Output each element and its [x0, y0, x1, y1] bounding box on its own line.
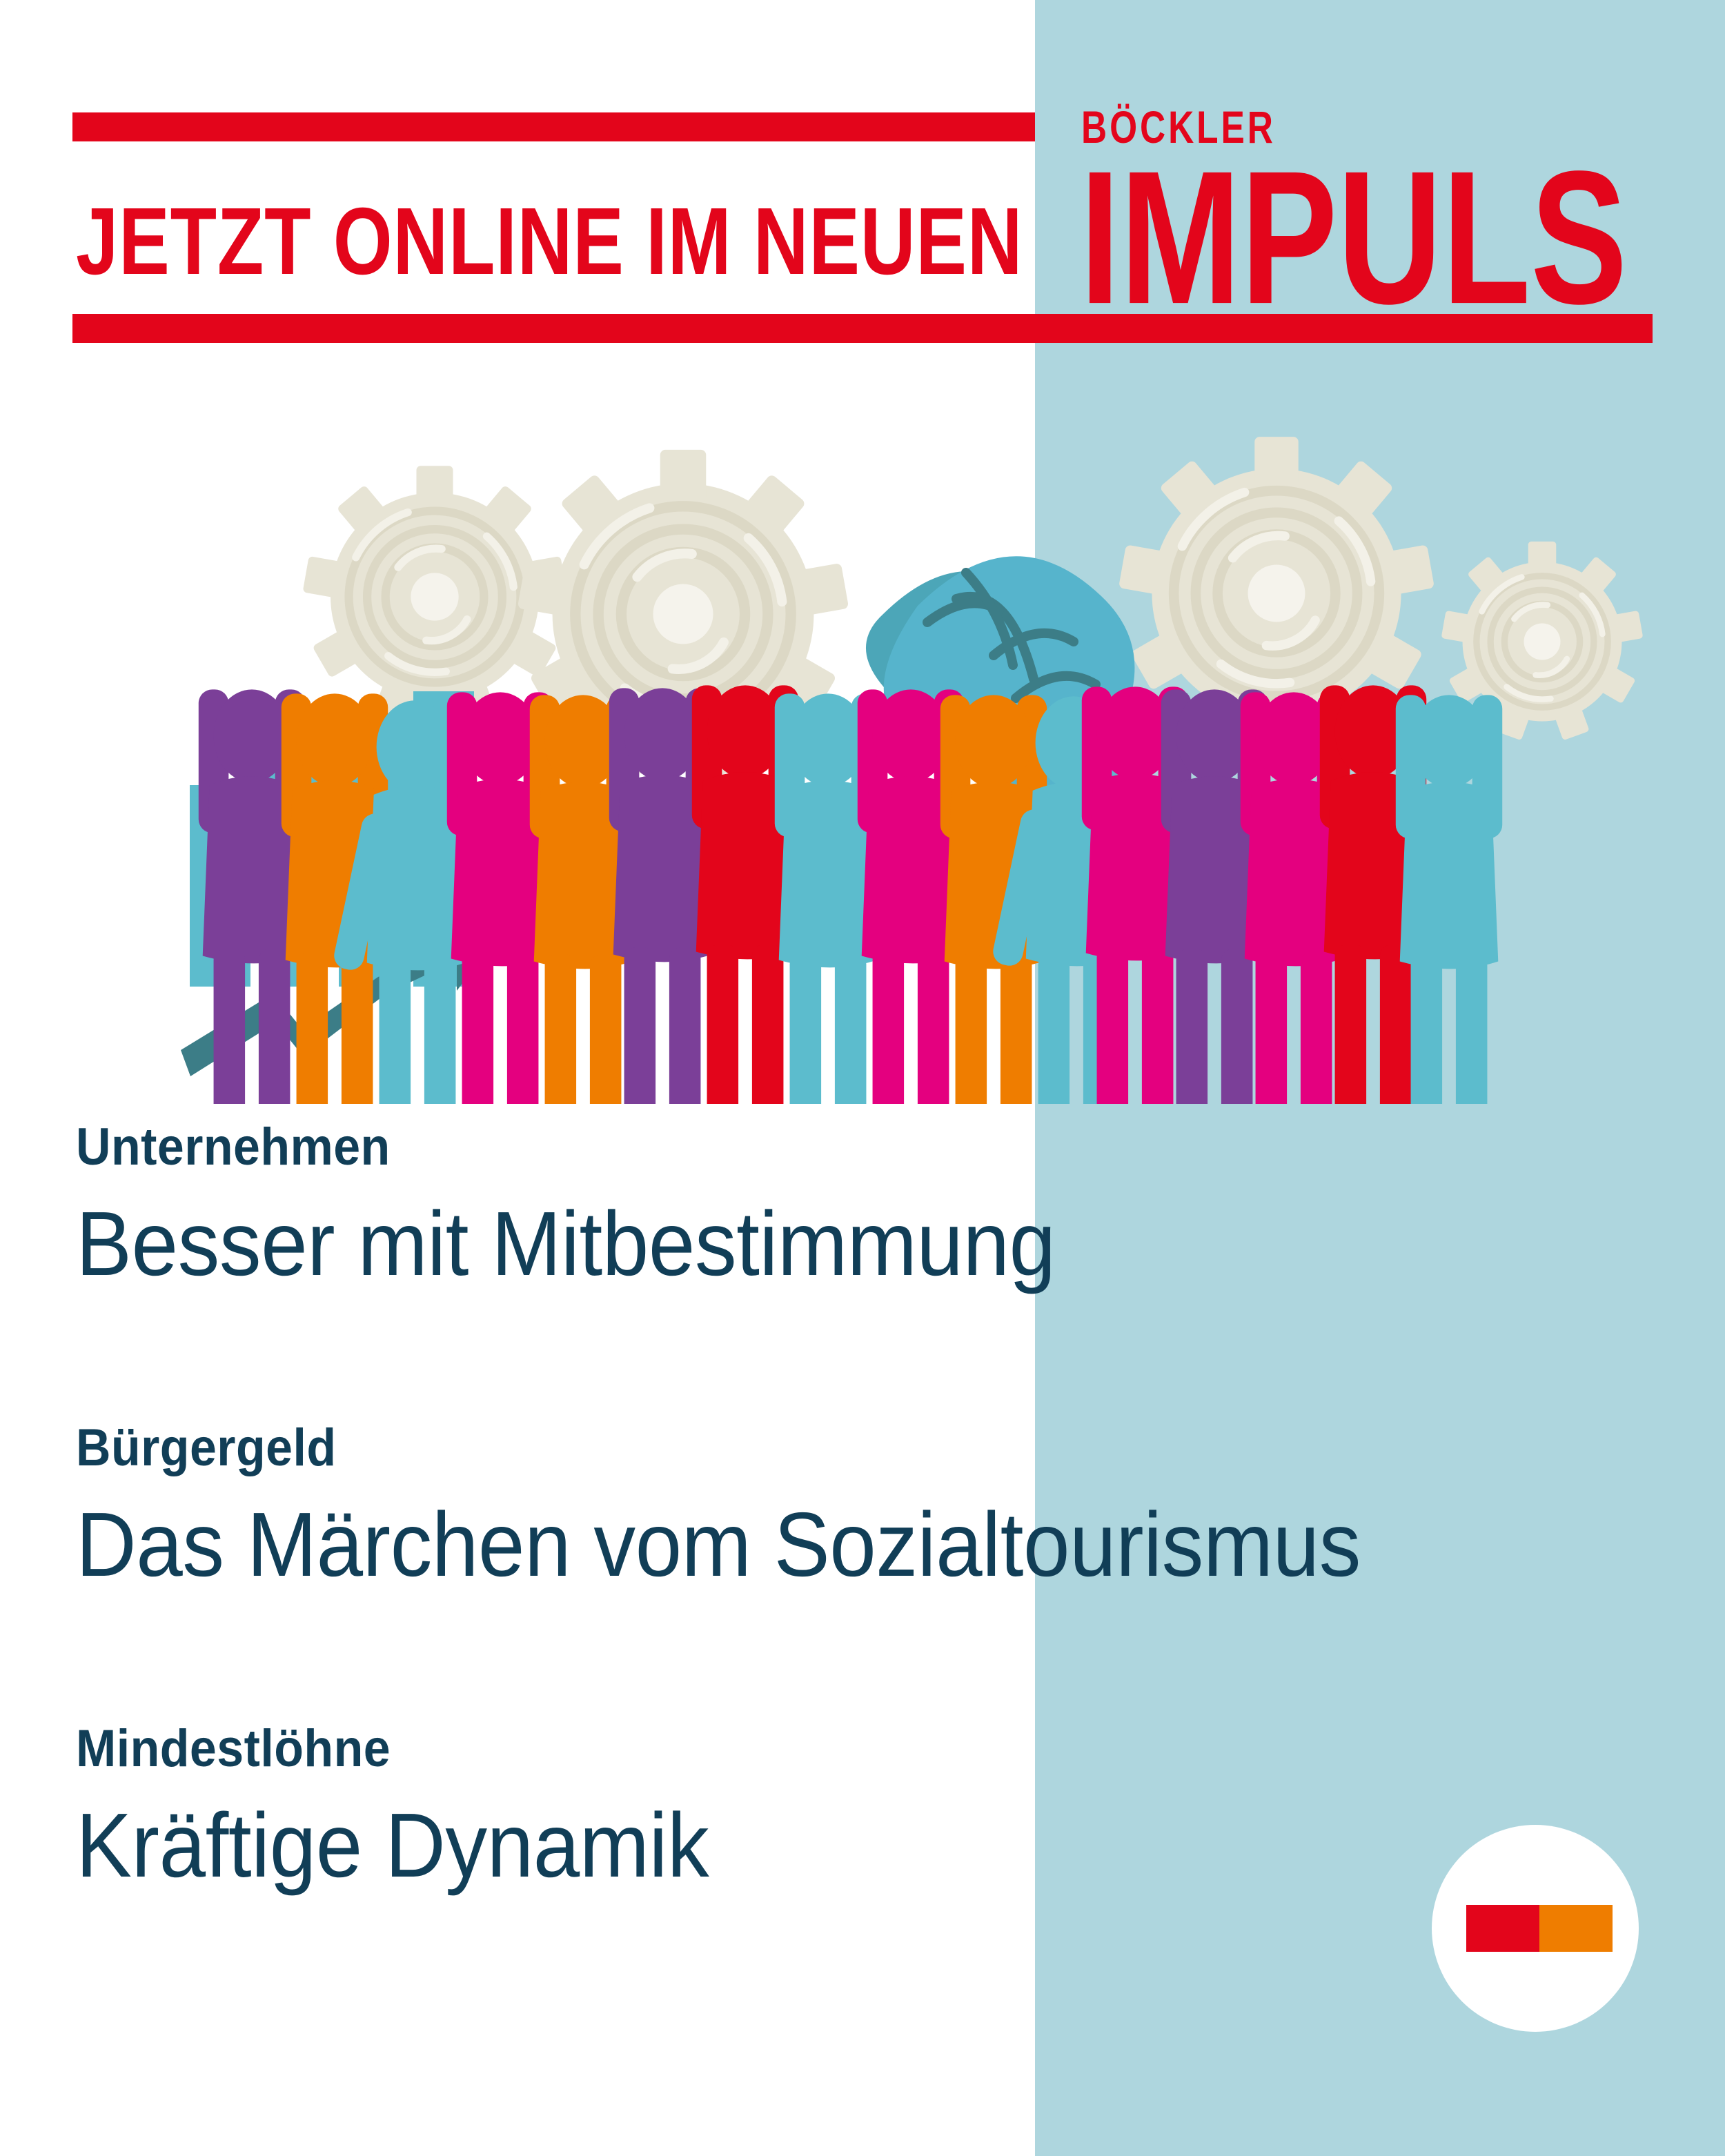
logo-boeckler-word: BÖCKLER — [1081, 101, 1276, 152]
article-item[interactable]: Mindestlöhne Kräftige Dynamik — [76, 1719, 1594, 1897]
article-title: Besser mit Mitbestimmung — [76, 1193, 1056, 1294]
crowd-figures — [198, 685, 1503, 1104]
masthead-rule-bottom — [72, 314, 1653, 343]
logo-bars — [1466, 1905, 1613, 1952]
masthead-kicker: JETZT ONLINE IM NEUEN — [76, 188, 1023, 295]
cover-illustration — [0, 386, 1725, 1104]
article-item[interactable]: Bürgergeld Das Märchen vom Sozialtourism… — [76, 1418, 1594, 1596]
article-kicker: Bürgergeld — [76, 1418, 337, 1477]
logo-impuls-word: IMPULS — [1080, 131, 1628, 344]
impuls-logo: BÖCKLER IMPULS — [1080, 100, 1653, 332]
article-title: Kräftige Dynamik — [76, 1794, 709, 1896]
article-item[interactable]: Unternehmen Besser mit Mitbestimmung — [76, 1118, 1594, 1296]
article-kicker: Unternehmen — [76, 1118, 391, 1176]
logo-bar-red — [1466, 1905, 1539, 1952]
stiftung-logo-badge — [1432, 1825, 1639, 2032]
article-list: Unternehmen Besser mit Mitbestimmung Bür… — [76, 1118, 1594, 1897]
logo-bar-orange — [1539, 1905, 1613, 1952]
article-title: Das Märchen vom Sozialtourismus — [76, 1494, 1361, 1595]
masthead-rule-top — [72, 112, 1035, 141]
article-kicker: Mindestlöhne — [76, 1719, 391, 1778]
